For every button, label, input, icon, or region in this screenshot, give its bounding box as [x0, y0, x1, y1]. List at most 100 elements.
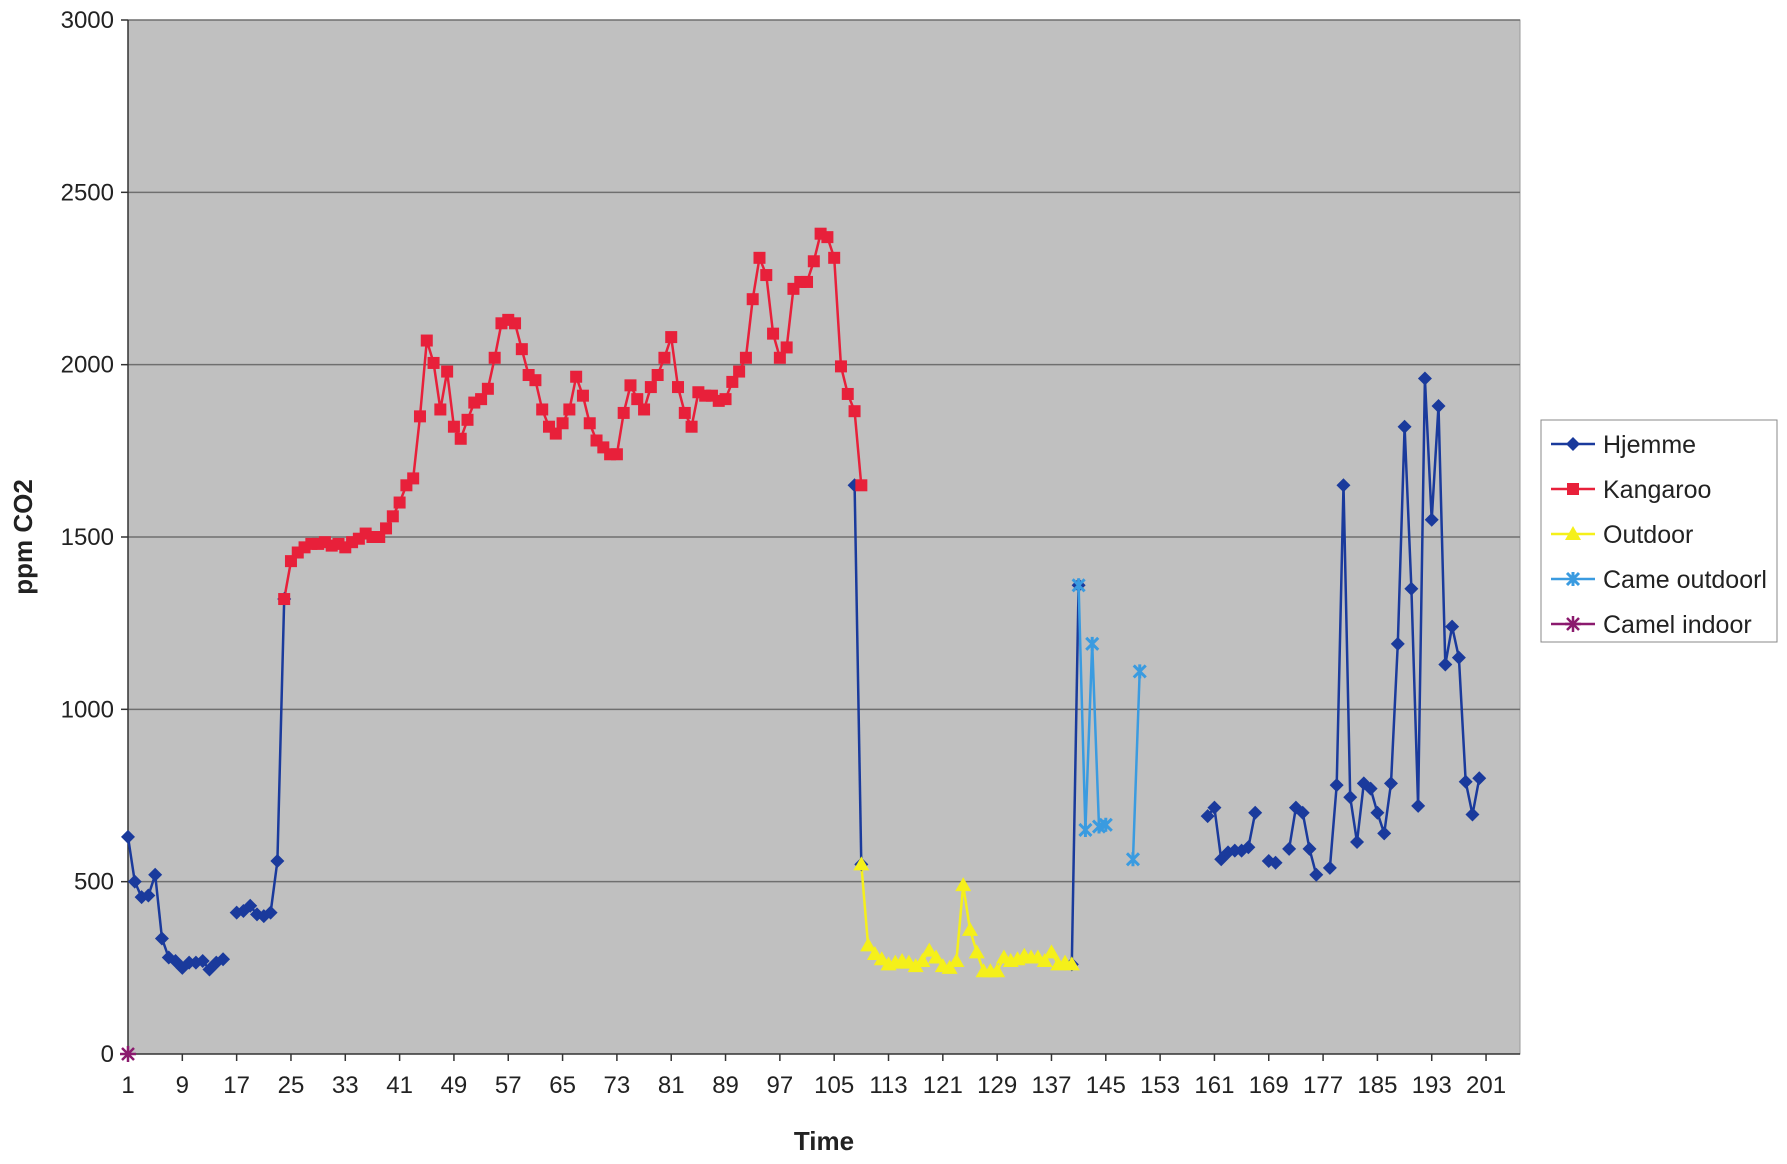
- x-tick-label: 1: [121, 1072, 134, 1099]
- data-point-hjemme: [1390, 636, 1405, 651]
- data-point-outdoor: [860, 937, 877, 952]
- series-markers: [120, 227, 1487, 1062]
- data-point-kangaroo: [807, 255, 820, 268]
- data-point-came-outdoorl: [1098, 817, 1113, 832]
- data-point-kangaroo: [393, 496, 406, 509]
- y-tick-label: 500: [74, 869, 114, 896]
- data-point-outdoor: [948, 952, 965, 967]
- data-point-hjemme: [1329, 778, 1344, 793]
- y-tick-label: 1500: [61, 524, 114, 551]
- data-point-kangaroo: [583, 417, 596, 430]
- data-point-hjemme: [148, 867, 163, 882]
- data-point-hjemme: [1343, 790, 1358, 805]
- data-point-kangaroo: [434, 403, 447, 416]
- legend: Hjemme Kangaroo Outdoor Came outdoorl Camel …: [1540, 419, 1778, 643]
- data-point-hjemme: [1411, 798, 1426, 813]
- legend-marker-camel-indoor: [1565, 616, 1581, 632]
- data-point-kangaroo: [739, 351, 752, 364]
- data-point-hjemme: [1322, 860, 1337, 875]
- x-tick-label: 41: [386, 1072, 413, 1099]
- x-tick-label: 161: [1194, 1072, 1234, 1099]
- x-tick-label: 73: [604, 1072, 631, 1099]
- data-point-hjemme: [1268, 855, 1283, 870]
- data-point-hjemme: [1350, 835, 1365, 850]
- data-point-kangaroo: [672, 381, 685, 394]
- legend-label-camel-indoor: Camel indoor: [1603, 611, 1752, 639]
- data-point-kangaroo: [719, 393, 732, 406]
- data-point-kangaroo: [821, 231, 834, 244]
- x-tick-label: 81: [658, 1072, 685, 1099]
- data-point-kangaroo: [855, 479, 868, 492]
- data-point-kangaroo: [461, 413, 474, 426]
- x-tick-label: 89: [712, 1072, 739, 1099]
- legend-label-outdoor: Outdoor: [1603, 521, 1693, 549]
- data-point-hjemme: [1404, 581, 1419, 596]
- data-point-kangaroo: [407, 472, 420, 485]
- data-point-came-outdoorl: [1085, 636, 1100, 651]
- x-tick-label: 177: [1303, 1072, 1343, 1099]
- data-point-kangaroo: [828, 251, 841, 264]
- legend-marker-outdoor: [1565, 526, 1581, 540]
- data-point-kangaroo: [556, 417, 569, 430]
- data-point-outdoor: [955, 877, 972, 892]
- data-point-kangaroo: [767, 327, 780, 340]
- data-point-outdoor: [1043, 944, 1060, 959]
- data-point-hjemme: [154, 931, 169, 946]
- data-point-kangaroo: [413, 410, 426, 423]
- x-tick-label: 145: [1086, 1072, 1126, 1099]
- data-point-came-outdoorl: [1078, 822, 1093, 838]
- x-tick-label: 193: [1412, 1072, 1452, 1099]
- x-tick-label: 153: [1140, 1072, 1180, 1099]
- series-line-came-outdoorl: [1131, 671, 1141, 860]
- data-point-kangaroo: [665, 331, 678, 344]
- data-point-hjemme: [1282, 841, 1297, 856]
- data-point-kangaroo: [651, 369, 664, 382]
- data-point-kangaroo: [617, 406, 630, 419]
- data-point-hjemme: [195, 953, 210, 968]
- data-point-hjemme: [1458, 774, 1473, 789]
- y-tick-label: 2000: [61, 352, 114, 379]
- x-tick-label: 137: [1031, 1072, 1071, 1099]
- gridlines: [128, 19, 1520, 883]
- legend-marker-came-outdoorl: [1565, 571, 1581, 587]
- legend-box: [1540, 419, 1778, 643]
- data-point-kangaroo: [563, 403, 576, 416]
- data-point-hjemme: [1377, 826, 1392, 841]
- data-point-hjemme: [270, 853, 285, 868]
- y-tick-label: 1000: [61, 696, 114, 723]
- data-point-kangaroo: [386, 510, 399, 523]
- data-point-kangaroo: [454, 432, 467, 445]
- data-point-kangaroo: [685, 420, 698, 433]
- data-point-came-outdoorl: [1132, 664, 1147, 679]
- x-tick-label: 169: [1249, 1072, 1289, 1099]
- data-point-kangaroo: [733, 365, 746, 378]
- data-point-hjemme: [263, 905, 278, 920]
- data-point-hjemme: [127, 874, 142, 889]
- x-tick-label: 65: [549, 1072, 576, 1099]
- data-point-kangaroo: [841, 387, 854, 400]
- data-point-kangaroo: [624, 379, 637, 392]
- data-point-outdoor: [1063, 956, 1080, 971]
- data-point-outdoor: [928, 949, 945, 964]
- data-point-kangaroo: [780, 341, 793, 354]
- x-tick-label: 105: [814, 1072, 854, 1099]
- data-point-hjemme: [1472, 771, 1487, 786]
- data-point-kangaroo: [549, 427, 562, 440]
- data-point-kangaroo: [753, 251, 766, 264]
- data-point-hjemme: [1295, 805, 1310, 820]
- data-point-outdoor: [921, 942, 938, 957]
- y-tick-label: 0: [101, 1041, 114, 1068]
- x-tick-label: 185: [1357, 1072, 1397, 1099]
- data-point-hjemme: [141, 888, 156, 903]
- x-tick-label: 201: [1466, 1072, 1506, 1099]
- x-axis-title: Time: [794, 1126, 854, 1156]
- data-point-kangaroo: [746, 293, 759, 306]
- x-tick-label: 25: [278, 1072, 305, 1099]
- data-point-kangaroo: [570, 370, 583, 383]
- data-point-kangaroo: [773, 351, 786, 364]
- data-point-hjemme: [1207, 800, 1222, 815]
- data-point-kangaroo: [760, 269, 773, 282]
- data-point-hjemme: [1383, 776, 1398, 791]
- data-point-hjemme: [1309, 867, 1324, 882]
